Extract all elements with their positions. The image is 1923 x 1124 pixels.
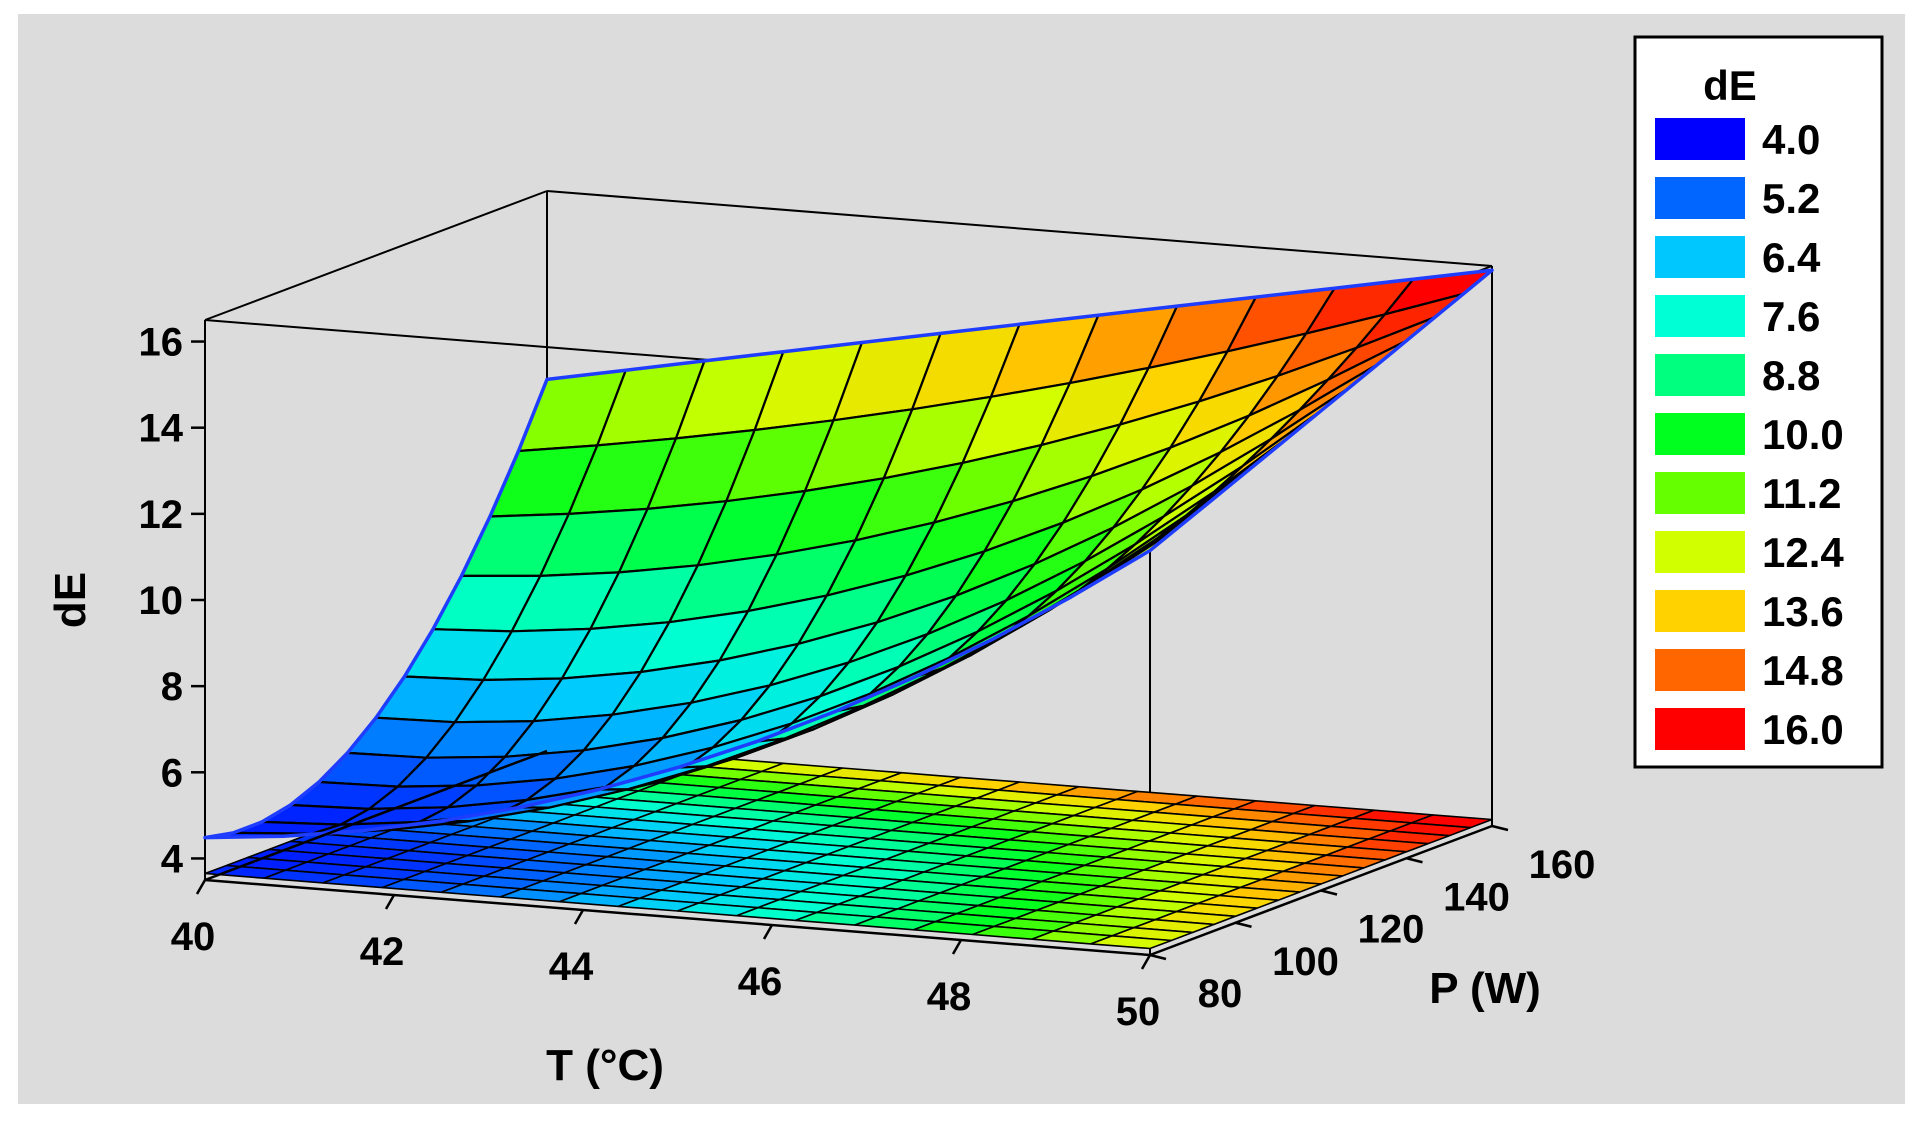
legend-swatch xyxy=(1655,177,1745,219)
y-tick-label: 100 xyxy=(1272,940,1339,984)
z-tick-label: 14 xyxy=(139,407,184,451)
x-tick xyxy=(1140,954,1152,970)
legend-label: 8.8 xyxy=(1762,352,1820,399)
legend-label: 7.6 xyxy=(1762,293,1820,340)
x-tick-label: 44 xyxy=(549,945,594,989)
x-tick-label: 42 xyxy=(360,930,405,974)
legend-swatch xyxy=(1655,531,1745,573)
legend-label: 11.2 xyxy=(1762,470,1841,517)
y-tick xyxy=(1491,824,1509,832)
y-tick-label: 140 xyxy=(1443,875,1510,919)
floor-cell xyxy=(1090,934,1172,950)
x-tick-label: 40 xyxy=(171,915,216,959)
legend-title: dE xyxy=(1703,62,1757,109)
response-surface xyxy=(203,268,1494,840)
x-tick xyxy=(573,909,585,925)
x-tick-label: 50 xyxy=(1116,990,1161,1034)
y-tick-label: 160 xyxy=(1529,843,1596,887)
x-tick-label: 48 xyxy=(927,975,972,1019)
z-tick-label: 6 xyxy=(161,751,183,795)
y-tick xyxy=(1320,889,1338,896)
legend-label: 6.4 xyxy=(1762,234,1821,281)
legend-label: 12.4 xyxy=(1762,529,1844,576)
box-edge-back-3 xyxy=(204,190,548,321)
surface-outline xyxy=(203,268,1494,840)
x-tick xyxy=(951,939,963,955)
legend-swatch xyxy=(1655,236,1745,278)
y-tick-label: 80 xyxy=(1198,972,1243,1016)
y-tick xyxy=(1235,921,1252,928)
box-edge-back-1 xyxy=(546,190,1493,267)
legend-label: 13.6 xyxy=(1762,588,1844,635)
legend-swatch xyxy=(1655,413,1745,455)
z-tick-label: 16 xyxy=(139,321,184,365)
y-tick xyxy=(1406,857,1423,864)
legend-swatch xyxy=(1655,295,1745,337)
y-tick xyxy=(1149,953,1167,961)
x-tick xyxy=(384,894,396,910)
z-tick-label: 4 xyxy=(161,837,184,881)
legend-swatch xyxy=(1655,354,1745,396)
y-axis-title: P (W) xyxy=(1429,964,1541,1013)
box-edge-front-0 xyxy=(204,878,1151,957)
legend-label: 5.2 xyxy=(1762,175,1820,222)
legend-swatch xyxy=(1655,472,1745,514)
legend-swatch xyxy=(1655,590,1745,632)
legend-label: 10.0 xyxy=(1762,411,1844,458)
x-axis-title: T (°C) xyxy=(546,1041,664,1090)
legend-label: 16.0 xyxy=(1762,706,1844,753)
z-tick-label: 10 xyxy=(139,579,184,623)
x-tick-label: 46 xyxy=(738,960,783,1004)
legend-swatch xyxy=(1655,649,1745,691)
y-tick-label: 120 xyxy=(1358,908,1425,952)
axis-labels: dE T (°C) P (W) xyxy=(46,572,1541,1090)
legend-swatch xyxy=(1655,118,1745,160)
x-tick xyxy=(762,924,774,940)
floor-contour xyxy=(204,743,1493,950)
legend: dE 4.0 5.2 6.4 7.6 8.8 10.0 11.2 12.4 13.6 14.8 16… xyxy=(1633,35,1884,769)
z-tick-label: 8 xyxy=(161,665,183,709)
z-axis-title: dE xyxy=(46,572,95,628)
z-tick-label: 12 xyxy=(139,493,184,537)
x-tick xyxy=(195,879,207,895)
legend-swatch xyxy=(1655,708,1745,750)
legend-label: 4.0 xyxy=(1762,116,1820,163)
box-edge-front-2 xyxy=(204,749,548,882)
legend-label: 14.8 xyxy=(1762,647,1844,694)
